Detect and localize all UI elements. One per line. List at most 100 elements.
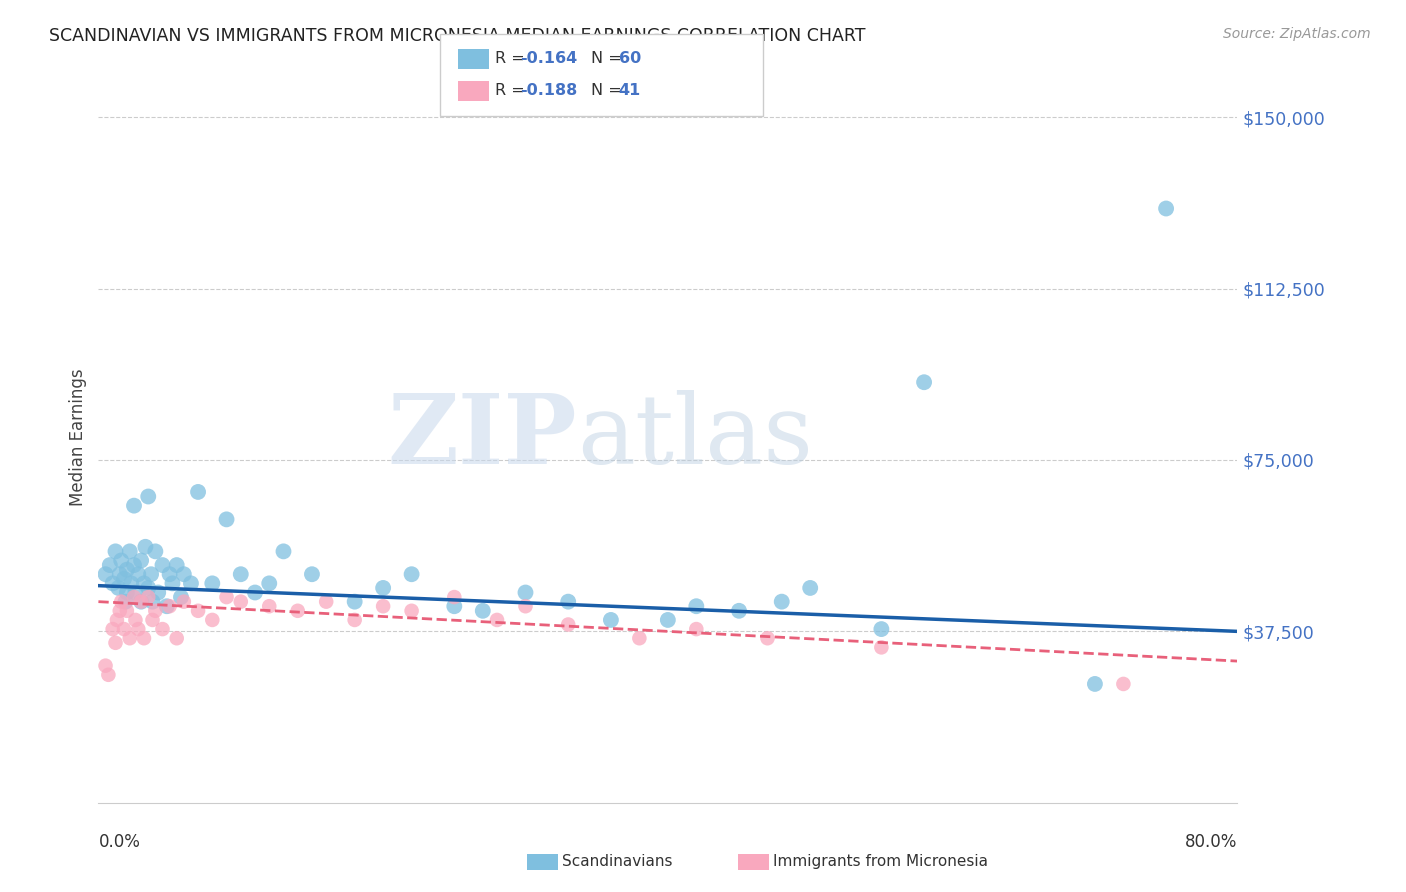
Point	[1112, 677, 1135, 691]
Point	[118, 632, 141, 646]
Point	[124, 585, 146, 599]
Point	[148, 585, 170, 599]
Point	[115, 604, 138, 618]
Point	[115, 563, 138, 577]
Text: R =: R =	[495, 84, 530, 98]
Text: Immigrants from Micronesia: Immigrants from Micronesia	[773, 855, 988, 869]
Text: 80.0%: 80.0%	[1185, 833, 1237, 851]
Point	[1084, 677, 1107, 691]
Point	[122, 558, 145, 573]
Text: -0.164: -0.164	[520, 52, 578, 66]
Point	[301, 567, 323, 582]
Text: atlas: atlas	[576, 390, 813, 484]
Point	[136, 490, 159, 504]
Point	[127, 622, 149, 636]
Point	[343, 613, 366, 627]
Point	[657, 613, 679, 627]
Point	[108, 604, 131, 618]
Point	[173, 567, 195, 582]
Point	[162, 576, 184, 591]
Text: Source: ZipAtlas.com: Source: ZipAtlas.com	[1223, 27, 1371, 41]
Point	[141, 613, 163, 627]
Point	[122, 499, 145, 513]
Point	[112, 622, 135, 636]
Point	[685, 599, 707, 614]
Point	[180, 576, 202, 591]
Point	[141, 594, 163, 608]
Point	[132, 576, 155, 591]
Point	[104, 544, 127, 558]
Point	[136, 590, 159, 604]
Point	[101, 622, 124, 636]
Text: N =: N =	[591, 84, 627, 98]
Point	[145, 544, 167, 558]
Point	[110, 594, 132, 608]
Point	[486, 613, 509, 627]
Point	[273, 544, 295, 558]
Point	[201, 576, 224, 591]
Point	[129, 594, 152, 608]
Point	[152, 622, 174, 636]
Point	[799, 581, 821, 595]
Point	[229, 594, 252, 608]
Point	[94, 567, 117, 582]
Point	[105, 613, 128, 627]
Point	[471, 604, 494, 618]
Text: ZIP: ZIP	[387, 390, 576, 484]
Point	[115, 585, 138, 599]
Point	[343, 594, 366, 608]
Point	[98, 558, 121, 573]
Point	[215, 512, 238, 526]
Point	[173, 594, 195, 608]
Point	[101, 576, 124, 591]
Point	[159, 567, 181, 582]
Point	[120, 576, 142, 591]
Point	[129, 553, 152, 567]
Point	[401, 604, 423, 618]
Point	[136, 581, 159, 595]
Point	[728, 604, 751, 618]
Text: N =: N =	[591, 52, 627, 66]
Point	[187, 604, 209, 618]
Point	[1154, 202, 1177, 216]
Point	[159, 599, 181, 614]
Point	[156, 599, 179, 614]
Point	[287, 604, 309, 618]
Point	[259, 599, 281, 614]
Point	[770, 594, 793, 608]
Text: -0.188: -0.188	[520, 84, 578, 98]
Point	[170, 590, 193, 604]
Point	[112, 572, 135, 586]
Point	[187, 484, 209, 499]
Point	[104, 636, 127, 650]
Point	[401, 567, 423, 582]
Point	[229, 567, 252, 582]
Point	[557, 594, 579, 608]
Point	[166, 558, 188, 573]
Text: 0.0%: 0.0%	[98, 833, 141, 851]
Point	[201, 613, 224, 627]
Point	[259, 576, 281, 591]
Point	[122, 590, 145, 604]
Point	[124, 613, 146, 627]
Point	[129, 594, 152, 608]
Point	[628, 632, 651, 646]
Point	[166, 632, 188, 646]
Point	[145, 604, 167, 618]
Point	[97, 667, 120, 681]
Point	[685, 622, 707, 636]
Point	[152, 558, 174, 573]
Text: 60: 60	[619, 52, 641, 66]
Point	[110, 553, 132, 567]
Point	[139, 567, 162, 582]
Point	[557, 617, 579, 632]
Point	[870, 640, 893, 655]
Point	[315, 594, 337, 608]
Point	[373, 599, 395, 614]
Y-axis label: Median Earnings: Median Earnings	[69, 368, 87, 506]
Text: SCANDINAVIAN VS IMMIGRANTS FROM MICRONESIA MEDIAN EARNINGS CORRELATION CHART: SCANDINAVIAN VS IMMIGRANTS FROM MICRONES…	[49, 27, 866, 45]
Point	[132, 632, 155, 646]
Point	[756, 632, 779, 646]
Point	[443, 590, 465, 604]
Point	[215, 590, 238, 604]
